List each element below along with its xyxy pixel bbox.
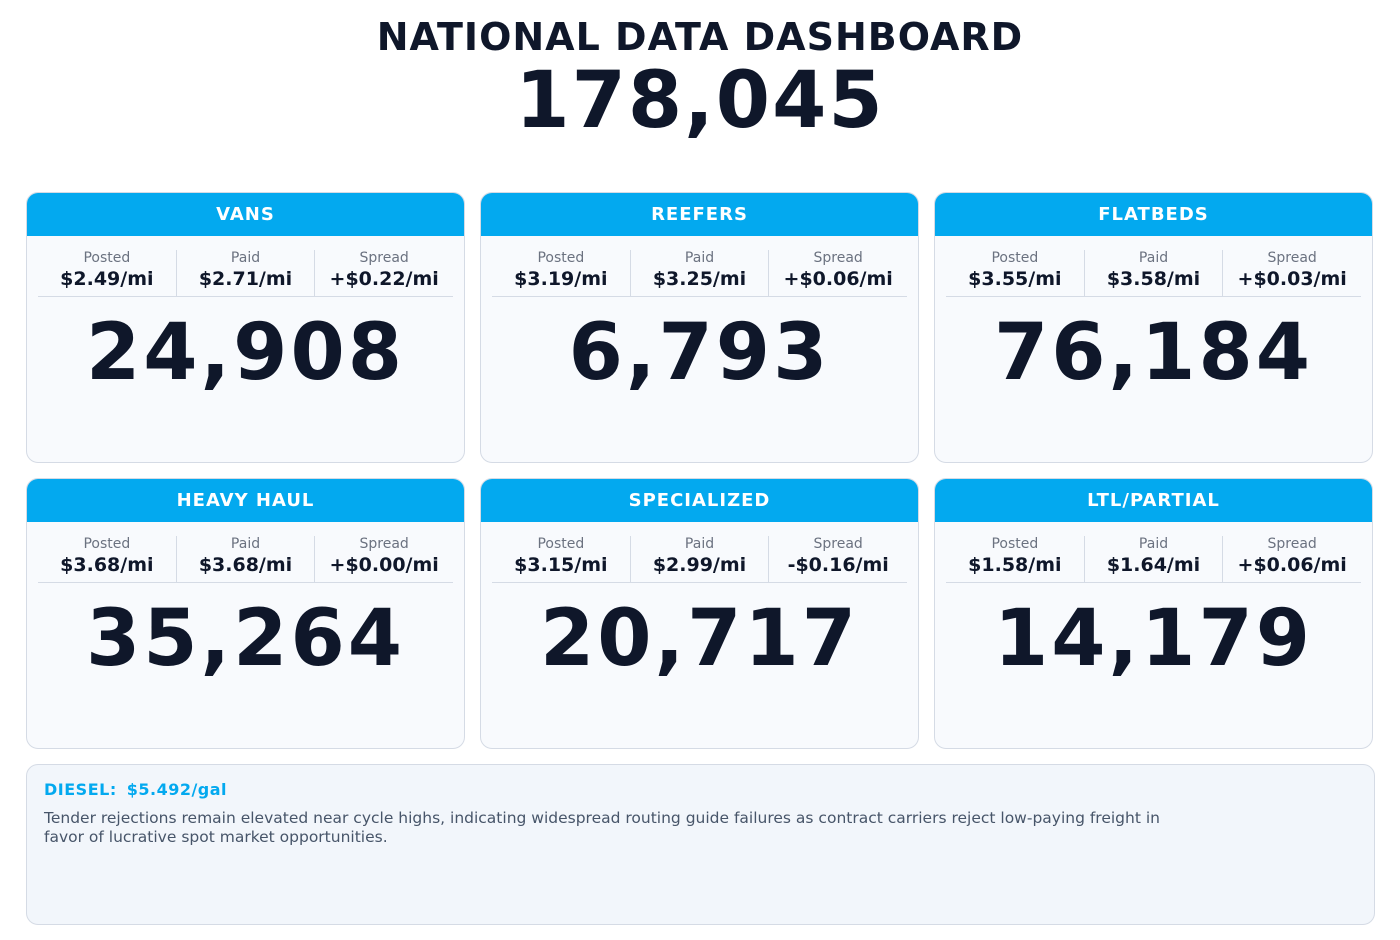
metric-posted: Posted $3.55/mi [946, 250, 1085, 296]
metric-label: Posted [83, 250, 131, 266]
metric-value: $3.58/mi [1106, 268, 1201, 290]
metric-value: +$0.06/mi [1237, 554, 1347, 576]
metric-paid: Paid $3.25/mi [631, 250, 770, 296]
diesel-price: DIESEL: $5.492/gal [44, 779, 1357, 801]
metric-value: +$0.03/mi [1237, 268, 1347, 290]
metric-value: $3.15/mi [514, 554, 608, 576]
metric-posted: Posted $3.68/mi [38, 536, 177, 582]
metric-label: Paid [1138, 250, 1169, 266]
metric-spread: Spread -$0.16/mi [769, 536, 907, 582]
metric-label: Spread [359, 536, 409, 552]
diesel-label: DIESEL: [44, 780, 117, 799]
card-specialized: SPECIALIZED Posted $3.15/mi Paid $2.99/m… [480, 478, 919, 749]
metric-label: Posted [83, 536, 131, 552]
note-text: Tender rejections remain elevated near c… [44, 809, 1160, 846]
card-metrics: Posted $2.49/mi Paid $2.71/mi Spread +$0… [38, 250, 453, 297]
card-count: 14,179 [994, 594, 1313, 684]
metric-value: $1.64/mi [1106, 554, 1201, 576]
card-vans: VANS Posted $2.49/mi Paid $2.71/mi Sprea… [26, 192, 465, 463]
metric-value: $3.68/mi [198, 554, 293, 576]
metric-spread: Spread +$0.06/mi [1223, 536, 1361, 582]
metric-paid: Paid $3.58/mi [1085, 250, 1224, 296]
metric-posted: Posted $3.15/mi [492, 536, 631, 582]
metric-label: Paid [684, 250, 715, 266]
card-heavy-haul: HEAVY HAUL Posted $3.68/mi Paid $3.68/mi… [26, 478, 465, 749]
metric-label: Posted [537, 536, 585, 552]
card-count: 76,184 [994, 308, 1313, 398]
metric-paid: Paid $2.71/mi [177, 250, 316, 296]
metric-posted: Posted $2.49/mi [38, 250, 177, 296]
card-title: FLATBEDS [935, 193, 1372, 236]
header: NATIONAL DATA DASHBOARD 178,045 [0, 14, 1400, 142]
metric-label: Spread [1267, 250, 1317, 266]
metric-paid: Paid $2.99/mi [631, 536, 770, 582]
metric-value: $2.99/mi [652, 554, 747, 576]
metric-spread: Spread +$0.06/mi [769, 250, 907, 296]
diesel-value: $5.492/gal [126, 780, 228, 799]
metric-label: Paid [1138, 536, 1169, 552]
metric-label: Spread [359, 250, 409, 266]
market-note: DIESEL: $5.492/gal Tender rejections rema… [26, 764, 1375, 925]
card-title: LTL/PARTIAL [935, 479, 1372, 522]
card-metrics: Posted $1.58/mi Paid $1.64/mi Spread +$0… [946, 536, 1361, 583]
card-title: SPECIALIZED [481, 479, 918, 522]
card-metrics: Posted $3.68/mi Paid $3.68/mi Spread +$0… [38, 536, 453, 583]
metric-value: $2.71/mi [198, 268, 293, 290]
card-title: HEAVY HAUL [27, 479, 464, 522]
equipment-grid: VANS Posted $2.49/mi Paid $2.71/mi Sprea… [26, 192, 1373, 749]
metric-paid: Paid $1.64/mi [1085, 536, 1224, 582]
metric-label: Paid [230, 536, 261, 552]
card-metrics: Posted $3.19/mi Paid $3.25/mi Spread +$0… [492, 250, 907, 297]
metric-value: +$0.06/mi [783, 268, 893, 290]
metric-spread: Spread +$0.22/mi [315, 250, 453, 296]
total-count: 178,045 [515, 56, 885, 146]
metric-label: Posted [537, 250, 585, 266]
metric-label: Posted [991, 250, 1039, 266]
card-metrics: Posted $3.15/mi Paid $2.99/mi Spread -$0… [492, 536, 907, 583]
metric-value: $1.58/mi [968, 554, 1062, 576]
card-reefers: REEFERS Posted $3.19/mi Paid $3.25/mi Sp… [480, 192, 919, 463]
card-flatbeds: FLATBEDS Posted $3.55/mi Paid $3.58/mi S… [934, 192, 1373, 463]
metric-label: Spread [813, 250, 863, 266]
card-metrics: Posted $3.55/mi Paid $3.58/mi Spread +$0… [946, 250, 1361, 297]
page-title: NATIONAL DATA DASHBOARD [376, 15, 1024, 59]
metric-label: Posted [991, 536, 1039, 552]
metric-value: $3.25/mi [652, 268, 747, 290]
card-title: VANS [27, 193, 464, 236]
card-count: 20,717 [540, 594, 859, 684]
metric-value: -$0.16/mi [787, 554, 889, 576]
card-count: 35,264 [86, 594, 405, 684]
metric-value: $3.68/mi [60, 554, 154, 576]
metric-posted: Posted $1.58/mi [946, 536, 1085, 582]
metric-value: +$0.22/mi [329, 268, 439, 290]
metric-paid: Paid $3.68/mi [177, 536, 316, 582]
metric-value: +$0.00/mi [329, 554, 439, 576]
metric-value: $3.19/mi [514, 268, 608, 290]
card-count: 6,793 [568, 308, 831, 398]
metric-label: Paid [684, 536, 715, 552]
metric-label: Spread [1267, 536, 1317, 552]
card-title: REEFERS [481, 193, 918, 236]
metric-value: $2.49/mi [60, 268, 154, 290]
card-count: 24,908 [86, 308, 405, 398]
metric-label: Spread [813, 536, 863, 552]
metric-posted: Posted $3.19/mi [492, 250, 631, 296]
metric-label: Paid [230, 250, 261, 266]
metric-spread: Spread +$0.03/mi [1223, 250, 1361, 296]
card-ltl-partial: LTL/PARTIAL Posted $1.58/mi Paid $1.64/m… [934, 478, 1373, 749]
metric-spread: Spread +$0.00/mi [315, 536, 453, 582]
metric-value: $3.55/mi [968, 268, 1062, 290]
